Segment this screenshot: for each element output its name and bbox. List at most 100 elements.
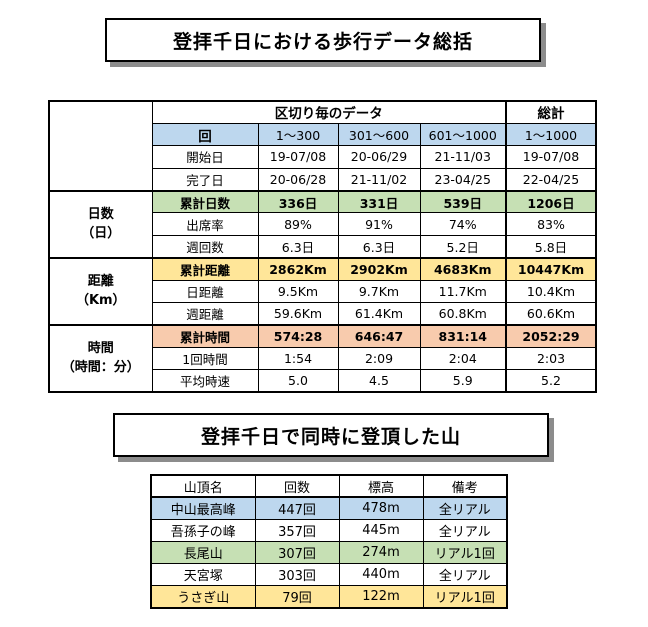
cell: リアル1回 xyxy=(422,541,508,565)
row-label: 日距離 xyxy=(151,279,259,304)
cell: 4.5 xyxy=(337,369,421,393)
cell: 9.7Km xyxy=(337,279,421,304)
cell: 6.3日 xyxy=(337,234,421,259)
cumulative-distance-row: 距離 （Km） 累計距離 2862Km 2902Km 4683Km 10447Km xyxy=(48,256,597,326)
cell: 19-07/08 xyxy=(257,145,339,169)
average-speed-row: 平均時速 5.0 4.5 5.9 5.2 xyxy=(49,369,597,393)
cell: 天宮塚 xyxy=(150,563,256,587)
row-label: 開始日 xyxy=(151,145,259,169)
per-session-time-row: 1回時間 1:54 2:09 2:04 2:03 xyxy=(49,346,597,371)
cell: 1206日 xyxy=(505,189,597,214)
col-hdr: 標高 xyxy=(338,474,424,499)
cell: 中山最高峰 xyxy=(150,496,256,520)
start-date-row: 開始日 19-07/08 20-06/29 21-11/03 19-07/08 xyxy=(49,145,597,169)
distance-section-label: 距離 （Km） xyxy=(48,256,153,326)
cell: 357回 xyxy=(254,518,340,543)
attendance-row: 出席率 89% 91% 74% 83% xyxy=(49,212,597,236)
cell: 21-11/02 xyxy=(337,167,421,192)
table-row: 天宮塚 303回 440m 全リアル xyxy=(150,563,508,587)
cell: 831:14 xyxy=(419,323,507,348)
cell: 19-07/08 xyxy=(505,145,597,169)
cell: 長尾山 xyxy=(150,541,256,565)
cell: 303回 xyxy=(254,563,340,587)
row-label: 週回数 xyxy=(151,234,259,259)
table-row: 長尾山 307回 274m リアル1回 xyxy=(150,541,508,565)
cell: 2:04 xyxy=(419,346,507,371)
cell: 274m xyxy=(338,541,424,565)
cell: 11.7Km xyxy=(419,279,507,304)
col-hdr: 1～1000 xyxy=(505,122,597,147)
col-hdr: 301～600 xyxy=(337,122,421,147)
row-label: 累計日数 xyxy=(151,189,259,214)
cell: 478m xyxy=(338,496,424,520)
cell: 10.4Km xyxy=(505,279,597,304)
mountains-title: 登拝千日で同時に登頂した山 xyxy=(113,413,549,457)
cell: 5.0 xyxy=(257,369,339,393)
mountains-table: 山頂名 回数 標高 備考 中山最高峰 447回 478m 全リアル 吾孫子の峰 … xyxy=(150,474,508,610)
cell: 1:54 xyxy=(257,346,339,371)
row-label: 週距離 xyxy=(151,302,259,326)
round-label: 回 xyxy=(151,122,259,147)
col-hdr: 601～1000 xyxy=(419,122,507,147)
cell: 5.2日 xyxy=(419,234,507,259)
cell: リアル1回 xyxy=(422,585,508,609)
table-row: 中山最高峰 447回 478m 全リアル xyxy=(150,496,508,520)
cell: 21-11/03 xyxy=(419,145,507,169)
weekly-distance-row: 週距離 59.6Km 61.4Km 60.8Km 60.6Km xyxy=(49,302,597,326)
table-row: 吾孫子の峰 357回 445m 全リアル xyxy=(150,518,508,543)
cell: 5.9 xyxy=(419,369,507,393)
cell: 307回 xyxy=(254,541,340,565)
cell: 60.8Km xyxy=(419,302,507,326)
row-label: 平均時速 xyxy=(151,369,259,393)
cell: 5.2 xyxy=(505,369,597,393)
col-hdr: 山頂名 xyxy=(150,474,256,499)
cell: 646:47 xyxy=(337,323,421,348)
cell: 2:03 xyxy=(505,346,597,371)
period-data-header: 区切り毎のデータ xyxy=(151,100,507,124)
cell: 23-04/25 xyxy=(419,167,507,192)
cell: 4683Km xyxy=(419,256,507,281)
cell: 61.4Km xyxy=(337,302,421,326)
cell: 89% xyxy=(257,212,339,236)
cell: 79回 xyxy=(254,585,340,609)
total-header: 総計 xyxy=(505,100,597,124)
cell: 2:09 xyxy=(337,346,421,371)
column-header-row: 回 1～300 301～600 601～1000 1～1000 xyxy=(49,122,597,147)
cell: 2862Km xyxy=(257,256,339,281)
cell: 83% xyxy=(505,212,597,236)
summary-corner-cell xyxy=(48,100,153,192)
row-label: 完了日 xyxy=(151,167,259,192)
cell: 74% xyxy=(419,212,507,236)
cell: 336日 xyxy=(257,189,339,214)
row-label: 出席率 xyxy=(151,212,259,236)
cell: 全リアル xyxy=(422,518,508,543)
time-section-label: 時間 （時間：分） xyxy=(48,323,153,393)
cell: 20-06/28 xyxy=(257,167,339,192)
cell: 9.5Km xyxy=(257,279,339,304)
cell: 331日 xyxy=(337,189,421,214)
cell: 59.6Km xyxy=(257,302,339,326)
row-label: 累計距離 xyxy=(151,256,259,281)
cell: 2902Km xyxy=(337,256,421,281)
col-hdr: 備考 xyxy=(422,474,508,499)
cell: 122m xyxy=(338,585,424,609)
days-section-label: 日数 （日） xyxy=(48,189,153,259)
cell: 539日 xyxy=(419,189,507,214)
row-label: 1回時間 xyxy=(151,346,259,371)
row-label: 累計時間 xyxy=(151,323,259,348)
cell: 吾孫子の峰 xyxy=(150,518,256,543)
cell: 5.8日 xyxy=(505,234,597,259)
cell: 440m xyxy=(338,563,424,587)
col-hdr: 回数 xyxy=(254,474,340,499)
cell: 574:28 xyxy=(257,323,339,348)
cell: 22-04/25 xyxy=(505,167,597,192)
cell: 60.6Km xyxy=(505,302,597,326)
weekly-count-row: 週回数 6.3日 6.3日 5.2日 5.8日 xyxy=(49,234,597,259)
cell: 全リアル xyxy=(422,563,508,587)
cell: 445m xyxy=(338,518,424,543)
cumulative-time-row: 時間 （時間：分） 累計時間 574:28 646:47 831:14 2052:… xyxy=(48,323,597,393)
mountains-header-row: 山頂名 回数 標高 備考 xyxy=(150,474,508,499)
walking-data-summary-table: 区切り毎のデータ 総計 回 1～300 301～600 601～1000 1～1… xyxy=(48,100,597,394)
cell: 2052:29 xyxy=(505,323,597,348)
cell: 全リアル xyxy=(422,496,508,520)
